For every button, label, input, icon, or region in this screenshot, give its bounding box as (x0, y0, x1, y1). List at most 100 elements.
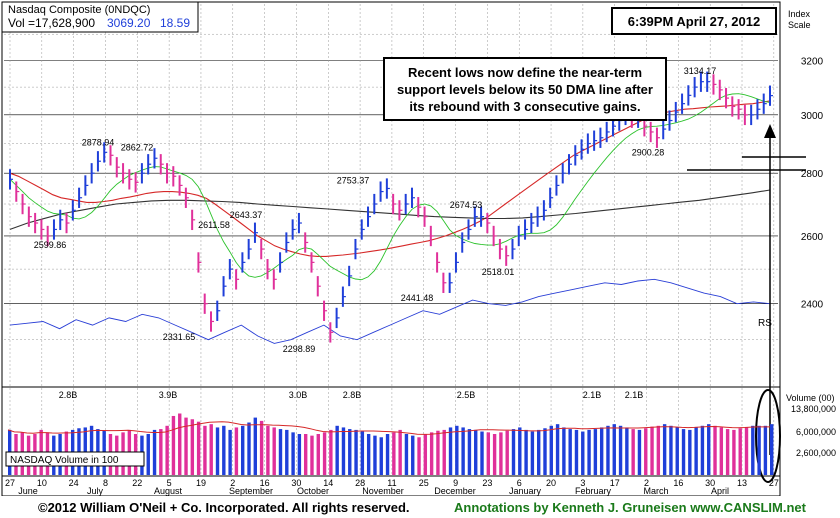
header-box (1, 1, 199, 33)
price-annotation: 2753.37 (337, 175, 370, 185)
price-annotation: 2441.48 (401, 293, 434, 303)
date-tick-label: 17 (610, 478, 620, 488)
volume-bar (467, 429, 472, 475)
volume-bar (631, 429, 635, 475)
volume-bar (373, 435, 377, 475)
volume-bar (404, 434, 409, 475)
volume-bar (291, 432, 295, 475)
annotation-line-3: its rebound with 3 consecutive gains. (409, 99, 640, 114)
month-label: August (154, 486, 183, 496)
volume-bar (593, 429, 598, 475)
volume-bar (272, 427, 276, 475)
footer (0, 496, 840, 518)
volume-bar (322, 432, 327, 475)
volume-bar (530, 431, 535, 475)
date-tick-label: 20 (546, 478, 556, 488)
date-tick-label: 9 (453, 478, 458, 488)
price-annotation: 2862.72 (121, 142, 154, 152)
volume-bar (253, 417, 258, 475)
volume-bar (770, 424, 774, 475)
date-tick-label: 16 (673, 478, 683, 488)
price-annotation: 2331.65 (163, 332, 196, 342)
price-tick-label: 3000 (801, 111, 824, 122)
annotation-box (383, 57, 667, 121)
volume-bar (757, 425, 761, 475)
date-tick-label: 30 (291, 478, 301, 488)
volume-bar (171, 415, 176, 475)
annotation-line-2: support levels below its 50 DMA line aft… (397, 82, 653, 97)
volume-bar (266, 425, 270, 475)
volume-bar (196, 421, 201, 475)
volume-bar (436, 430, 440, 475)
volume-bar (662, 424, 667, 475)
volume-legend: NASDAQ Volume in 100 (10, 455, 119, 466)
volume-bar (644, 428, 648, 475)
date-tick-label: 14 (323, 478, 333, 488)
volume-bar (310, 435, 314, 475)
volume-bar (681, 429, 686, 475)
volume-bar (83, 427, 87, 475)
volume-bar (316, 434, 320, 475)
volume-annotation: 2.8B (59, 390, 78, 400)
date-tick-label: 6 (517, 478, 522, 488)
month-label: April (711, 486, 729, 496)
volume-bar (732, 429, 736, 475)
volume-bar (461, 427, 465, 475)
volume-bar (429, 432, 434, 475)
volume-bar (738, 428, 742, 475)
volume-bar (152, 429, 157, 475)
volume-bar (474, 429, 478, 475)
volume-bar (241, 425, 245, 475)
index-name: Nasdaq Composite (0NDQC) (8, 4, 150, 16)
volume-axis-title: Volume (00) (786, 393, 835, 403)
date-tick-label: 25 (419, 478, 429, 488)
date-tick-label: 8 (103, 478, 108, 488)
volume-bar (417, 437, 421, 475)
volume-bar (656, 425, 661, 475)
volume-bar (568, 429, 572, 475)
date-tick-label: 2 (644, 478, 649, 488)
date-tick-label: 16 (260, 478, 270, 488)
volume-annotation: 3.0B (289, 390, 308, 400)
volume-bar (725, 429, 730, 475)
month-label: September (229, 486, 273, 496)
volume-bar (511, 429, 516, 475)
date-tick-label: 3 (580, 478, 585, 488)
volume-bar (612, 424, 616, 475)
volume-bar (524, 429, 528, 475)
price-annotation: 2900.28 (632, 147, 665, 157)
volume-bar (341, 427, 346, 475)
volume-bar (190, 419, 195, 475)
rs-label: RS (758, 318, 772, 329)
price-annotation: 2518.01 (482, 267, 515, 277)
volume-bar (751, 425, 755, 475)
month-label: January (509, 486, 542, 496)
volume-bar (543, 428, 547, 475)
date-tick-label: 11 (387, 478, 396, 488)
price-annotation: 2643.37 (230, 210, 263, 220)
volume-bar (423, 434, 428, 475)
volume-annotation: 2.8B (343, 390, 362, 400)
volume-annotation: 2.5B (457, 390, 476, 400)
volume-bar (303, 434, 308, 475)
volume-bar (222, 425, 226, 475)
volume-bar (587, 429, 591, 475)
volume-bar (392, 432, 396, 475)
volume-readout: Vol =17,628,900 (8, 16, 95, 30)
ma-10-line (9, 93, 771, 281)
month-label: October (297, 486, 329, 496)
volume-bar (203, 425, 207, 475)
volume-bar (650, 426, 654, 475)
volume-average-line (7, 421, 770, 435)
volume-bar (278, 429, 283, 475)
volume-highlight-oval (755, 389, 781, 483)
volume-bar (247, 422, 251, 475)
volume-bar (492, 434, 497, 475)
volume-bar (348, 429, 352, 475)
price-tick-label: 2800 (801, 169, 824, 180)
volume-bar (209, 424, 213, 475)
date-tick-label: 13 (737, 478, 747, 488)
arrow-head (764, 124, 776, 138)
volume-tick-label: 6,000,000 (796, 427, 836, 437)
month-label: February (575, 486, 612, 496)
